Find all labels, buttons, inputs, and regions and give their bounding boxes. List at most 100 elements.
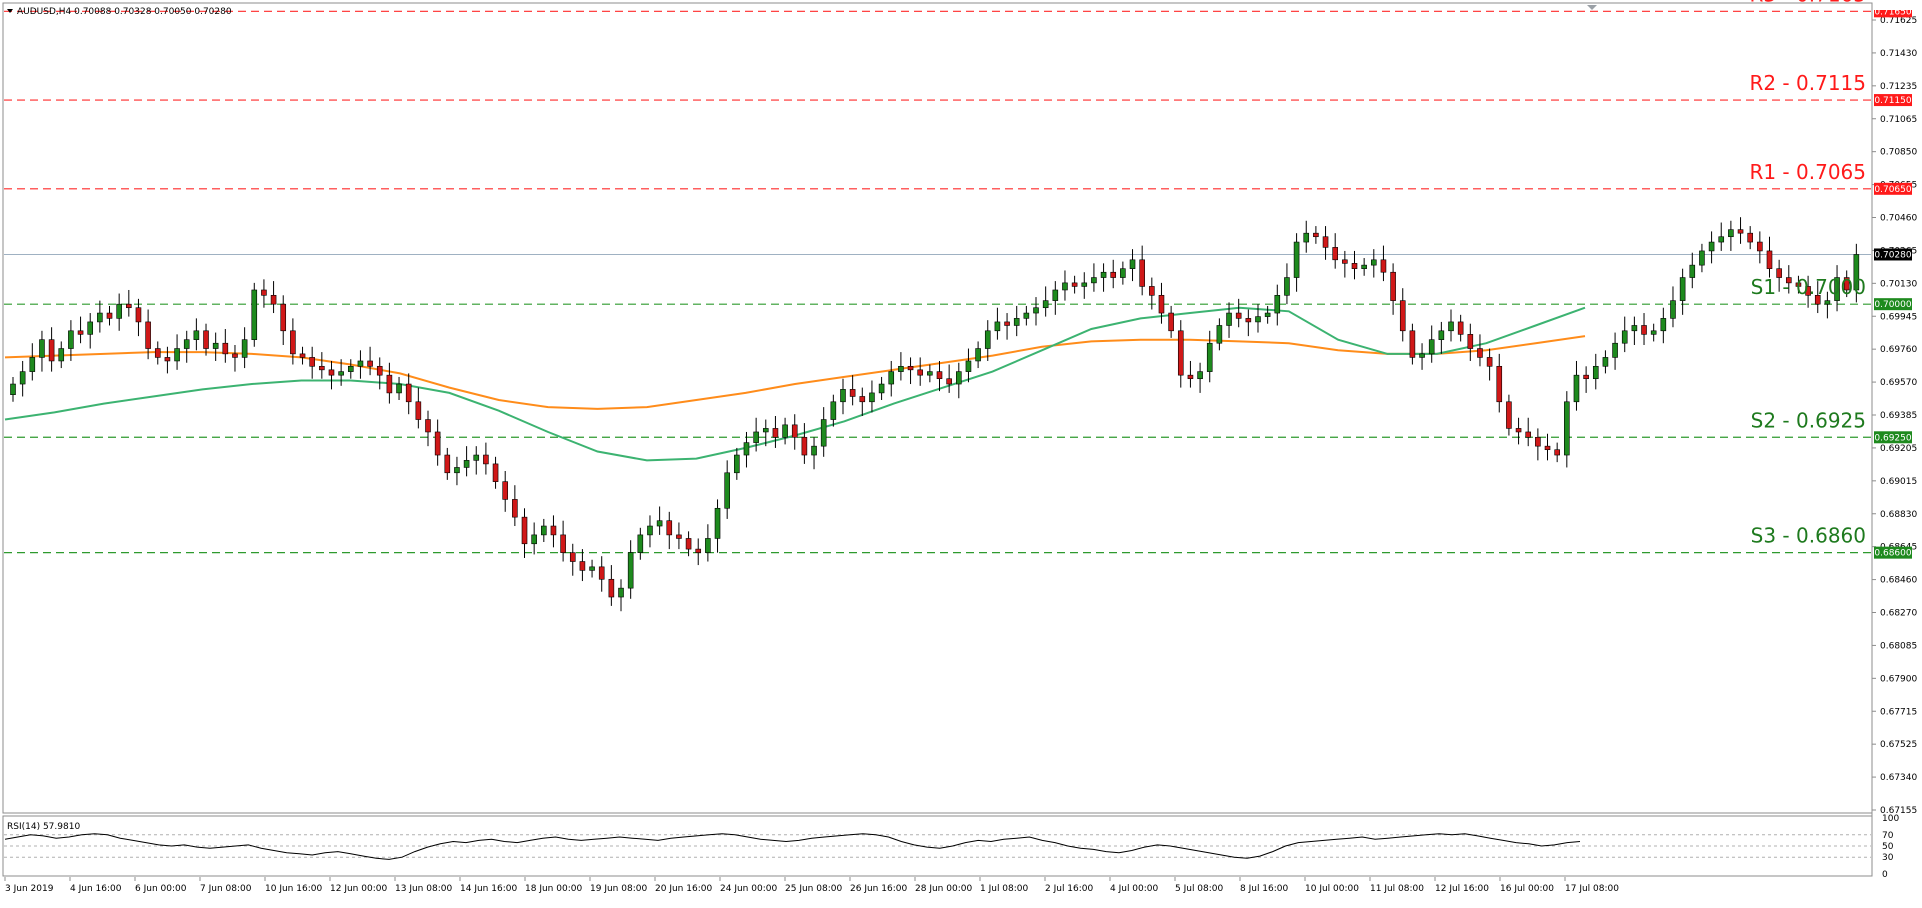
candle-body (1052, 289, 1059, 301)
time-tick-label: 26 Jun 16:00 (850, 884, 907, 894)
candle-body (859, 396, 866, 403)
level-price-tag-text: 0.71150 (1874, 96, 1911, 106)
candle-body (1506, 401, 1512, 429)
candle-body (415, 401, 422, 420)
candle-body (1602, 357, 1609, 367)
price-tick-label: 0.70850 (1880, 148, 1917, 158)
time-tick-label: 11 Jul 08:00 (1370, 884, 1424, 894)
dropdown-arrow-icon[interactable] (7, 9, 13, 13)
candle-body (1177, 330, 1184, 376)
candle-body (1245, 318, 1252, 323)
candle-body (1612, 342, 1618, 358)
candle-body (579, 561, 586, 571)
time-tick-label: 10 Jun 16:00 (265, 884, 322, 894)
candle-body (1255, 316, 1261, 323)
price-tick-label: 0.68460 (1880, 576, 1917, 586)
rsi-tick-label: 50 (1882, 842, 1894, 852)
rsi-panel-frame (2, 815, 1873, 877)
candle-body (1313, 232, 1319, 238)
price-tick-label: 0.67525 (1880, 740, 1917, 750)
candle-body (975, 348, 981, 362)
candle-body (589, 566, 595, 571)
time-tick-label: 4 Jul 00:00 (1110, 884, 1159, 894)
price-tick-label: 0.69760 (1880, 345, 1917, 355)
candle-body (39, 339, 45, 358)
candle-body (1081, 282, 1088, 287)
candle-body (367, 360, 373, 367)
candle-body (1515, 428, 1522, 433)
candle-body (521, 516, 528, 545)
price-tick-label: 0.67155 (1880, 806, 1917, 816)
candle-body (1062, 282, 1068, 291)
candle-body (840, 389, 846, 403)
price-tick-label: 0.67715 (1880, 707, 1917, 717)
candle-body (290, 330, 296, 355)
candle-body (685, 538, 692, 550)
price-tick-label: 0.70130 (1880, 279, 1917, 289)
level-label: R3 - 0.7165 (1749, 0, 1866, 6)
candle-body (618, 587, 624, 598)
candle-body (1361, 264, 1367, 269)
candle-body (1554, 449, 1560, 456)
candle-body (241, 339, 248, 358)
candle-body (1457, 321, 1464, 335)
candle-body (164, 357, 171, 362)
candle-body (299, 353, 306, 358)
candle-body (676, 534, 682, 539)
candle-body (1757, 241, 1763, 252)
candle-body (280, 303, 287, 332)
time-tick-label: 19 Jun 08:00 (590, 884, 647, 894)
candle-body (1409, 330, 1416, 358)
candle-body (116, 303, 122, 319)
candle-body (1438, 330, 1445, 340)
price-axis[interactable]: 0.71625 0.71430 0.71235 0.71065 0.70850 0.706… (1872, 5, 1917, 816)
candle-body (695, 548, 702, 553)
candle-body (1679, 277, 1686, 301)
candle-body (1641, 325, 1647, 335)
candle-body (1747, 232, 1753, 243)
level-price-tag-text: 0.68600 (1874, 549, 1911, 559)
candle-body (174, 348, 180, 362)
candle-body (531, 534, 537, 545)
candle-body (656, 520, 663, 527)
candle-body (849, 389, 856, 397)
candle-body (907, 365, 914, 371)
candle-body (1477, 348, 1483, 358)
candle-body (68, 330, 74, 349)
candle-body (1004, 321, 1010, 326)
candle-body (87, 321, 94, 335)
candle-body (1332, 247, 1338, 261)
candle-body (1564, 401, 1570, 456)
price-tick-label: 0.69945 (1880, 312, 1917, 322)
level-price-tag-text: 0.70000 (1874, 300, 1911, 310)
candle-body (898, 365, 904, 372)
candle-body (1226, 312, 1232, 326)
candle-body (309, 357, 315, 367)
candle-body (1303, 232, 1310, 243)
candle-body (1631, 325, 1638, 332)
time-axis[interactable]: 3 Jun 2019 4 Jun 16:00 6 Jun 00:00 7 Jun 08… (4, 877, 1619, 894)
candle-body (1033, 307, 1039, 314)
candle-body (1776, 268, 1782, 278)
candle-body (29, 357, 36, 372)
shift-marker-icon[interactable] (1587, 5, 1597, 10)
candle-body (251, 289, 258, 340)
candle-body (1428, 339, 1435, 355)
candle-body (1264, 312, 1271, 317)
candle-body (1091, 277, 1097, 284)
candle-body (376, 365, 383, 376)
candle-body (77, 330, 84, 335)
price-tick-label: 0.69205 (1880, 444, 1917, 454)
candle-body (705, 538, 711, 553)
candle-body (994, 321, 1001, 332)
candle-body (1390, 271, 1396, 301)
candle-body (1380, 259, 1387, 273)
candle-body (1592, 365, 1599, 380)
candle-body (1023, 312, 1030, 319)
level-price-tag (1874, 431, 1912, 444)
price-tick-label: 0.68830 (1880, 510, 1917, 520)
level-labels: R3 - 0.7165 R2 - 0.7115 R1 - 0.7065 S1 - 0.… (1749, 0, 1866, 548)
candle-body (830, 401, 837, 420)
price-tick-label: 0.70460 (1880, 214, 1917, 224)
